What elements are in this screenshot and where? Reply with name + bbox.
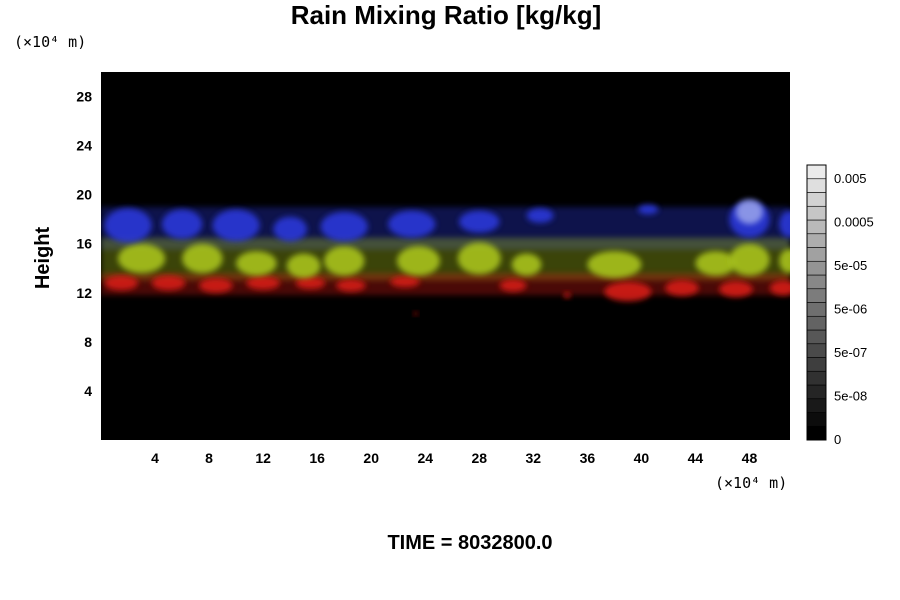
colorbar-step [806,274,827,290]
blob-red [719,281,753,298]
blob-red [563,292,571,299]
data-layer [101,199,790,316]
blob-yellow-green [236,251,277,276]
y-tick-label: 20 [76,187,92,203]
x-tick-label: 4 [151,450,159,466]
blob-yellow-green [779,248,790,274]
x-tick-label: 40 [634,450,650,466]
colorbar-step [806,219,827,235]
x-tick-label: 24 [417,450,433,466]
x-tick-label: 28 [471,450,487,466]
colorbar-tick-label: 5e-07 [834,345,867,360]
blob-blue [459,210,500,233]
blob-yellow-green [286,253,321,279]
x-tick-label: 48 [742,450,758,466]
blob-yellow-green [729,243,770,276]
x-tick-label: 20 [363,450,379,466]
y-tick-label: 8 [84,334,92,350]
y-axis-label: Height [32,227,54,290]
colorbar-step [806,288,827,303]
colorbar-step [806,233,827,248]
x-tick-label: 32 [526,450,542,466]
blob-yellow-green [457,242,501,275]
colorbar-step [806,425,827,441]
x-tick-label: 8 [205,450,213,466]
colorbar-step [806,260,827,276]
y-tick-label: 16 [76,236,92,252]
colorbar-step [806,205,827,221]
blob-yellow-green [396,246,441,276]
blob-highlight [735,199,763,225]
x-unit-label: (×10⁴ m) [715,474,787,492]
y-tick-label: 28 [76,89,92,105]
colorbar-tick-label: 0.005 [834,171,867,186]
y-tick-label: 4 [84,383,92,399]
x-tick-label: 16 [309,450,325,466]
colorbar-tick-label: 0.0005 [834,215,874,230]
blob-red [198,278,233,293]
blob-red [246,276,281,290]
blob-blue [212,209,260,242]
blob-red [104,275,139,291]
blob-red [295,276,326,290]
blob-blue [273,216,308,242]
blob-red [604,281,652,302]
time-label: TIME = 8032800.0 [387,532,552,554]
blob-yellow-green [695,251,736,276]
blob-blue [161,209,203,239]
colorbar-tick-label: 5e-06 [834,302,867,317]
x-axis-ticks: 4 8 12 16 20 24 28 32 36 40 44 48 [151,450,757,466]
colorbar-step [806,178,827,193]
colorbar-step [806,302,827,317]
colorbar: 0 5e-08 5e-07 5e-06 5e-05 0.0005 0.005 [806,164,874,447]
blob-red [413,311,418,316]
colorbar-tick-label: 5e-08 [834,389,867,404]
x-tick-label: 44 [688,450,704,466]
x-tick-label: 36 [580,450,596,466]
blob-red [151,275,186,291]
y-tick-label: 24 [76,138,92,154]
colorbar-step [806,192,827,207]
blob-yellow-green [182,243,223,274]
y-axis-ticks: 4 8 12 16 20 24 28 [76,89,92,399]
blob-yellow-green [323,246,365,276]
colorbar-step [806,370,827,386]
blob-red [499,279,527,292]
blob-red [336,279,366,292]
colorbar-step [806,384,827,400]
blob-red [665,279,699,296]
blob-red [390,276,420,288]
blob-red [769,280,790,296]
colorbar-step [806,247,827,262]
blob-yellow-green [587,251,642,279]
colorbar-step [806,357,827,372]
chart-title: Rain Mixing Ratio [kg/kg] [291,0,602,30]
blob-yellow-green [117,243,166,274]
blob-yellow-green [511,253,542,276]
colorbar-step [806,343,827,358]
x-tick-label: 12 [255,450,271,466]
colorbar-step [806,398,827,413]
blob-blue [779,210,790,238]
blob-blue [638,204,659,215]
y-tick-label: 12 [76,285,92,301]
blob-blue [526,208,554,223]
y-unit-label: (×10⁴ m) [14,33,86,51]
blob-blue [388,210,436,238]
colorbar-step [806,412,827,427]
colorbar-tick-label: 0 [834,432,841,447]
colorbar-step [806,329,827,345]
colorbar-frame [806,164,827,441]
blob-blue [104,208,152,243]
colorbar-step [806,164,827,180]
colorbar-tick-label: 5e-05 [834,258,867,273]
colorbar-step [806,315,827,331]
blob-blue [320,211,368,242]
